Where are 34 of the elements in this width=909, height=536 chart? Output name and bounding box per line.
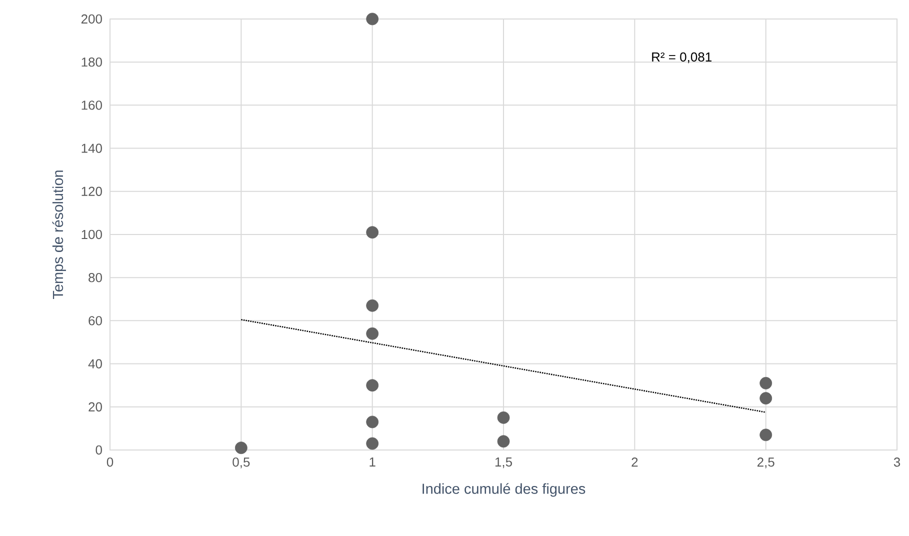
y-tick-label: 100 bbox=[82, 230, 102, 240]
y-tick-label: 60 bbox=[88, 316, 102, 326]
x-tick-label: 2,5 bbox=[757, 458, 774, 468]
x-tick-label: 1 bbox=[370, 458, 376, 466]
point bbox=[366, 437, 379, 450]
x-tick-label: 2 bbox=[632, 458, 638, 467]
point bbox=[366, 379, 379, 392]
y-tick-label: 160 bbox=[82, 100, 102, 110]
point bbox=[760, 428, 772, 442]
y-tick-label: 20 bbox=[88, 402, 102, 412]
point bbox=[497, 411, 510, 424]
point bbox=[366, 226, 379, 239]
point bbox=[366, 327, 379, 340]
y-axis-title: Temps de résolution bbox=[52, 170, 66, 300]
y-tick-label: 200 bbox=[81, 14, 102, 24]
y-tick-label: 40 bbox=[88, 359, 102, 368]
y-tick-label: 0 bbox=[96, 445, 102, 455]
annotation: R² = 0,081 bbox=[652, 52, 712, 64]
y-tick-label: 120 bbox=[82, 186, 102, 196]
x-tick-label: 1,5 bbox=[495, 458, 512, 468]
point bbox=[760, 376, 772, 390]
point bbox=[366, 416, 379, 428]
point bbox=[760, 392, 772, 404]
y-tick-label: 80 bbox=[88, 272, 102, 282]
x-axis-title: Indice cumulé des figures bbox=[422, 483, 586, 497]
y-tick-label: 140 bbox=[82, 144, 102, 153]
point bbox=[366, 12, 379, 26]
x-tick-label: 0 bbox=[106, 458, 114, 467]
point bbox=[234, 442, 248, 454]
point bbox=[366, 299, 379, 312]
y-tick-label: 180 bbox=[82, 57, 102, 67]
x-tick-label: 0,5 bbox=[232, 458, 250, 468]
point bbox=[497, 435, 510, 448]
x-tick-label: 3 bbox=[894, 458, 900, 467]
